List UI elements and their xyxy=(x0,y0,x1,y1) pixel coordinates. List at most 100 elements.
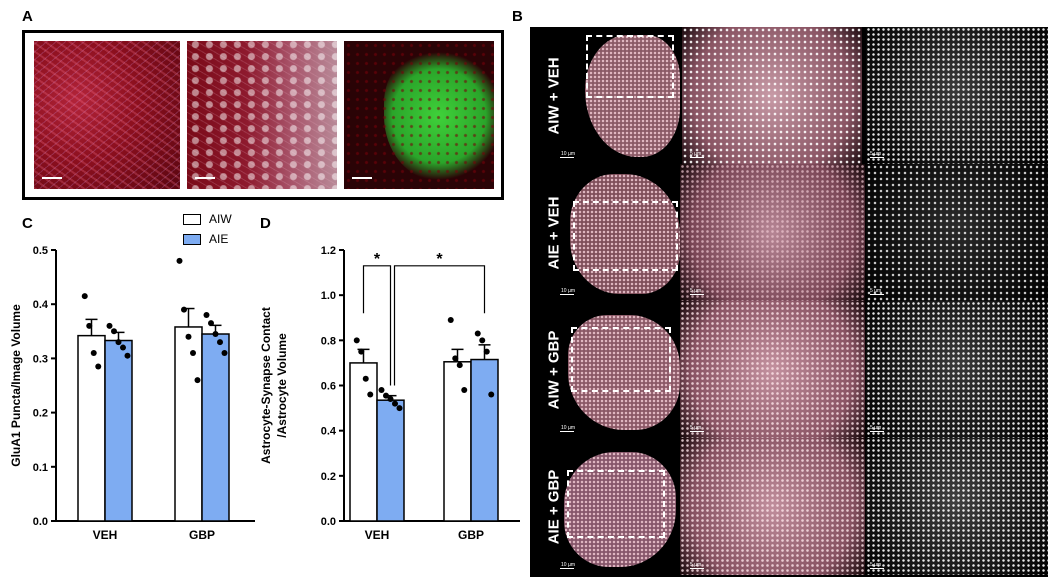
legend-label-aie: AIE xyxy=(209,232,229,246)
x-tick-label: VEH xyxy=(93,528,118,542)
astrocyte-render-zoom xyxy=(680,438,865,575)
data-point xyxy=(358,348,365,355)
x-tick-label: VEH xyxy=(365,528,390,542)
scale-bar xyxy=(42,177,62,179)
astrocyte-render-zoom xyxy=(680,164,865,301)
scale-label: 5 µm xyxy=(690,425,702,431)
data-point xyxy=(488,391,495,398)
data-point xyxy=(362,375,369,382)
data-point xyxy=(452,355,459,362)
data-point xyxy=(217,339,223,346)
data-point xyxy=(483,348,490,355)
micrograph-green-channel xyxy=(344,41,494,189)
scale-label: 5 µm xyxy=(690,562,702,568)
data-point xyxy=(479,337,486,344)
panel-b-image-grid: AIW + VEH 10 µm 5 µm 5 µm AIE + VEH 10 µ… xyxy=(530,27,1048,577)
data-point xyxy=(461,387,468,394)
scale-label: 10 µm xyxy=(561,288,575,294)
data-point xyxy=(106,322,113,329)
panel-label-b: B xyxy=(512,8,523,25)
bar-aiw-gbp xyxy=(443,361,472,522)
scale-label: 10 µm xyxy=(561,151,575,157)
y-tick-label: 0.4 xyxy=(321,426,337,438)
scale-bar xyxy=(690,157,704,158)
scale-label: 10 µm xyxy=(561,562,575,568)
data-point xyxy=(203,312,210,319)
y-tick-label: 0.0 xyxy=(321,516,336,528)
scale-label: 5 µm xyxy=(870,562,882,568)
synapse-puncta-zoom xyxy=(866,438,1048,575)
scale-label: 5 µm xyxy=(690,288,702,294)
y-axis-title: Astrocyte-Synapse Contact xyxy=(259,307,273,464)
significance-bracket xyxy=(362,265,392,386)
bar-aiw-gbp xyxy=(174,326,203,522)
y-tick-label: 0.2 xyxy=(321,471,336,483)
significance-star: * xyxy=(374,251,381,268)
y-tick-label: 1.2 xyxy=(321,245,336,257)
y-tick-label: 0.5 xyxy=(33,245,48,257)
condition-label-1: AIW + VEH xyxy=(545,56,563,135)
chart-d: 0.0 0.2 0.4 0.6 0.8 1.0 1.2 Astrocyte-Synapse C… xyxy=(259,245,520,542)
y-tick-label: 0.4 xyxy=(33,299,49,311)
y-axis-title: /Astrocyte Volume xyxy=(275,333,289,438)
panel-label-c: C xyxy=(22,215,33,232)
scale-bar xyxy=(870,157,884,158)
data-point xyxy=(378,387,385,394)
scale-label: 5 µm xyxy=(870,425,882,431)
data-point xyxy=(208,320,214,327)
scale-bar xyxy=(560,157,574,158)
scale-label: 5 µm xyxy=(870,151,882,157)
micrograph-red-channel xyxy=(34,41,180,189)
data-point xyxy=(176,257,183,264)
scale-bar xyxy=(870,294,884,295)
panel-b-row-3: AIW + GBP 10 µm 5 µm 5 µm xyxy=(530,301,1048,438)
data-point xyxy=(392,400,398,407)
synapse-puncta-zoom xyxy=(866,301,1048,438)
panel-label-a: A xyxy=(22,8,33,25)
y-tick-label: 0.3 xyxy=(33,353,48,365)
scale-bar xyxy=(560,568,574,569)
synapse-puncta-zoom xyxy=(866,164,1048,301)
y-tick-label: 1.0 xyxy=(321,290,336,302)
significance-bracket xyxy=(393,265,486,386)
y-tick-label: 0.0 xyxy=(33,516,48,528)
bar-aie-gbp xyxy=(470,358,499,522)
data-point xyxy=(124,352,131,359)
data-point xyxy=(447,317,454,324)
data-point xyxy=(383,392,389,399)
panel-b-row-1: AIW + VEH 10 µm 5 µm 5 µm xyxy=(530,27,1048,164)
y-tick-label: 0.2 xyxy=(33,408,48,420)
bar-aie-veh xyxy=(104,339,133,522)
bar-aiw-veh xyxy=(349,362,378,522)
data-point xyxy=(353,337,360,344)
legend-swatch-aie xyxy=(183,234,201,245)
y-axis-title: GluA1 Puncta/Image Volume xyxy=(9,304,23,467)
data-point xyxy=(90,349,97,356)
astrocyte-render-zoom xyxy=(682,27,862,164)
data-point xyxy=(120,344,126,351)
panel-b-row-2: AIE + VEH 10 µm 5 µm 5 µm xyxy=(530,164,1048,301)
data-point xyxy=(111,328,117,335)
micrograph-merge xyxy=(187,41,337,189)
legend-label-aiw: AIW xyxy=(209,212,232,226)
data-point xyxy=(181,306,187,313)
panel-b-row-4: AIE + GBP 10 µm 5 µm 5 µm xyxy=(530,438,1048,575)
astrocyte-render-overview xyxy=(568,315,680,430)
astrocyte-render-overview xyxy=(570,174,680,294)
data-point xyxy=(115,339,122,346)
scale-bar xyxy=(560,294,574,295)
scale-bar xyxy=(690,294,704,295)
x-tick-label: GBP xyxy=(189,528,215,542)
y-tick-label: 0.6 xyxy=(321,381,336,393)
zoom-region-box xyxy=(573,201,678,271)
data-point xyxy=(185,333,192,340)
data-point xyxy=(95,363,102,370)
significance-star: * xyxy=(436,251,443,268)
data-point xyxy=(212,331,219,338)
data-point xyxy=(194,377,201,384)
condition-label-2: AIE + VEH xyxy=(545,196,563,269)
zoom-region-box xyxy=(567,470,665,538)
legend-swatch-aiw xyxy=(183,214,201,225)
data-point xyxy=(221,349,228,356)
astrocyte-render-zoom xyxy=(680,301,865,438)
